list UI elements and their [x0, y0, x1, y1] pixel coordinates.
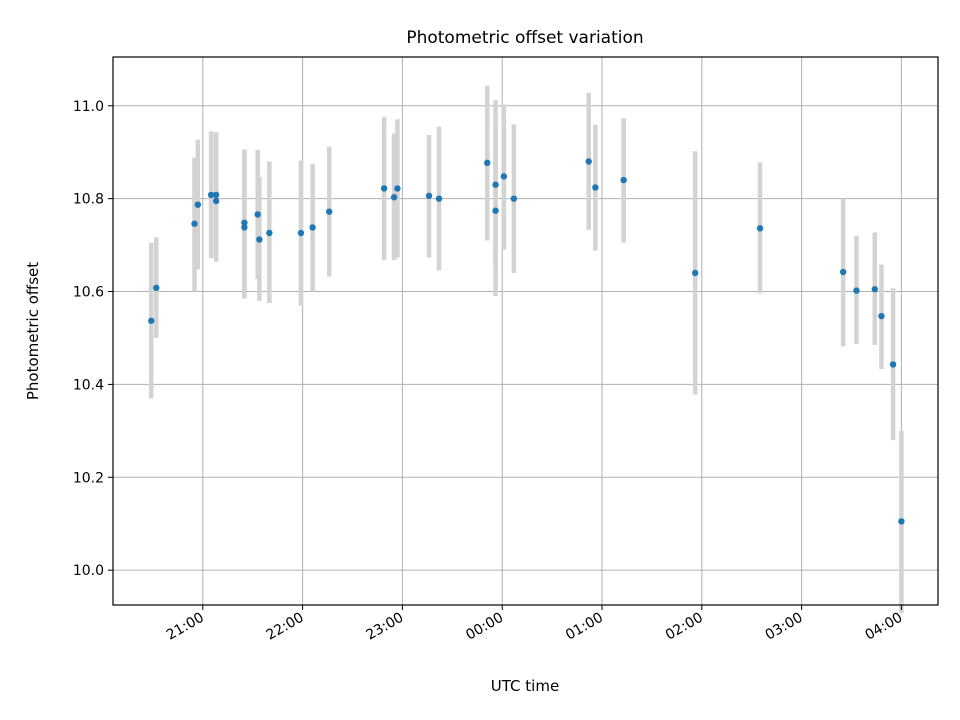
data-point: [510, 195, 518, 202]
y-tick-label: 10.0: [73, 563, 104, 579]
x-tick-label: 22:00: [264, 610, 307, 644]
data-point: [435, 195, 443, 202]
y-tick-label: 10.2: [73, 470, 104, 486]
data-point: [153, 284, 160, 292]
data-point: [309, 224, 316, 231]
data-point: [266, 229, 273, 237]
x-tick-label: 02:00: [663, 610, 706, 644]
data-point: [212, 197, 220, 205]
chart-title: Photometric offset variation: [406, 28, 643, 48]
data-point: [585, 158, 592, 165]
grid-lines: [113, 57, 938, 605]
x-tick-label: 23:00: [363, 610, 406, 644]
y-tick-label: 10.6: [73, 285, 104, 301]
x-axis-label: UTC time: [491, 677, 559, 695]
data-point: [241, 224, 248, 231]
x-tick-label: 04:00: [862, 610, 905, 644]
data-markers: [148, 158, 905, 525]
axes: [112, 56, 939, 606]
data-point: [500, 173, 508, 180]
y-axis-label: Photometric offset: [24, 262, 42, 400]
data-point: [425, 192, 433, 200]
data-point: [620, 176, 627, 184]
data-point: [394, 185, 401, 192]
data-point: [889, 361, 897, 368]
data-point: [839, 268, 847, 276]
data-point: [194, 201, 202, 208]
x-tick-label: 03:00: [763, 610, 806, 644]
y-tick-label: 10.4: [73, 377, 104, 393]
data-point: [853, 287, 860, 294]
data-point: [484, 159, 491, 167]
y-tick-label: 11.0: [73, 99, 104, 115]
data-point: [878, 312, 885, 320]
data-point: [756, 225, 764, 232]
data-point: [148, 317, 155, 324]
data-point: [254, 211, 261, 218]
data-point: [592, 184, 599, 191]
data-point: [871, 286, 878, 293]
data-point: [492, 181, 499, 188]
y-tick-label: 10.8: [73, 192, 104, 208]
x-tick-label: 00:00: [463, 610, 506, 644]
data-point: [326, 208, 333, 215]
data-point: [256, 236, 263, 243]
x-tick-label: 01:00: [563, 610, 606, 644]
data-point: [691, 269, 699, 277]
error-bars: [149, 85, 904, 613]
data-point: [241, 219, 248, 226]
data-point: [390, 194, 398, 201]
data-point: [191, 220, 198, 227]
data-point: [898, 518, 905, 525]
plot-frame: [112, 56, 939, 606]
data-point: [380, 185, 388, 192]
data-point: [207, 191, 215, 199]
data-point: [212, 191, 220, 199]
data-point: [297, 229, 305, 237]
x-tick-label: 21:00: [164, 610, 207, 644]
data-point: [492, 207, 499, 214]
